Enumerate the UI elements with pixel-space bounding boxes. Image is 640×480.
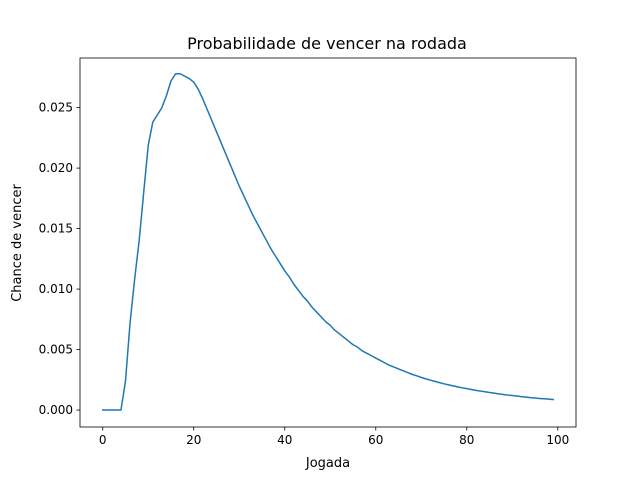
plot-area [79, 57, 577, 428]
chart-title: Probabilidade de vencer na rodada [187, 34, 467, 53]
x-tick-label: 80 [459, 433, 474, 447]
x-tick-label: 60 [368, 433, 383, 447]
y-axis: 0.000 0.005 0.010 0.015 0.020 0.025 [39, 101, 80, 417]
plot-frame [79, 57, 577, 428]
y-tick-label: 0.010 [39, 282, 73, 296]
y-tick-label: 0.025 [39, 101, 73, 115]
x-axis-label: Jogada [305, 456, 350, 471]
y-tick-label: 0.015 [39, 222, 73, 236]
y-tick-label: 0.000 [39, 403, 73, 417]
x-tick-label: 40 [277, 433, 292, 447]
y-tick-label: 0.005 [39, 343, 73, 357]
x-axis: 0 20 40 60 80 100 [99, 427, 569, 447]
x-tick-label: 0 [99, 433, 107, 447]
series-line [102, 72, 555, 411]
y-tick-label: 0.020 [39, 161, 73, 175]
y-axis-label: Chance de vencer [10, 184, 25, 302]
x-tick-label: 100 [546, 433, 569, 447]
x-tick-label: 20 [186, 433, 201, 447]
